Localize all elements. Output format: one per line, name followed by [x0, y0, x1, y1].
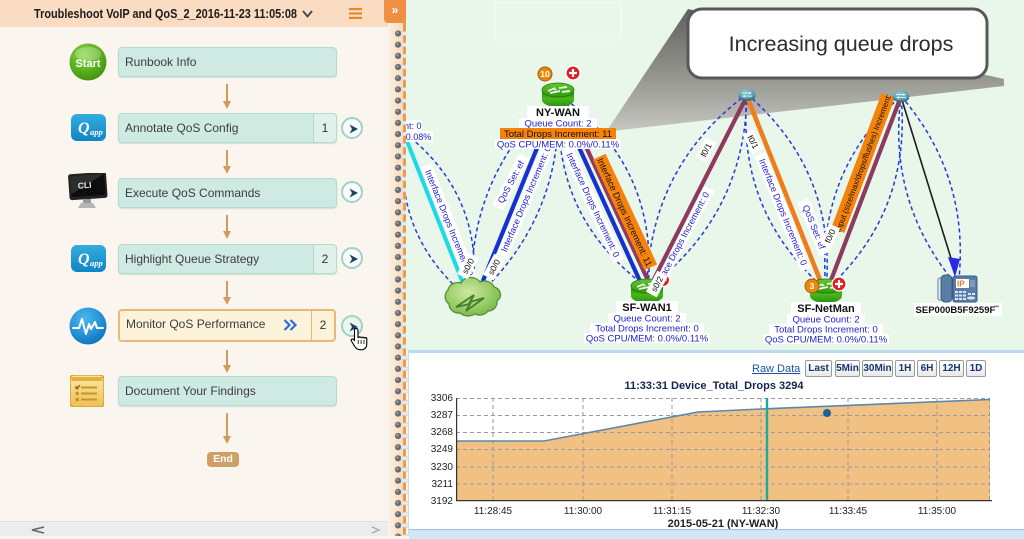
svg-text:SF-NetMan: SF-NetMan	[797, 303, 855, 315]
svg-text:QoS CPU/MEM: 0.0%/0.11%: QoS CPU/MEM: 0.0%/0.11%	[586, 334, 709, 345]
svg-text:IP: IP	[957, 280, 965, 289]
svg-text:Queue Count: 2: Queue Count: 2	[613, 314, 680, 325]
svg-text:app: app	[90, 258, 103, 268]
svg-text:Total Drops Increment: 11: Total Drops Increment: 11	[504, 129, 612, 140]
svg-text:Input (size/max/drops/flushes): Input (size/max/drops/flushes) Increment…	[834, 93, 894, 234]
svg-text:10: 10	[540, 69, 550, 79]
svg-text:3: 3	[810, 281, 815, 291]
svg-text:Start: Start	[75, 58, 100, 70]
svg-text:Q: Q	[78, 120, 90, 137]
svg-text:CLI: CLI	[77, 180, 91, 191]
svg-text:QoS CPU/MEM: 0.0%/0.11%: QoS CPU/MEM: 0.0%/0.11%	[765, 335, 888, 346]
svg-text:NY-WAN: NY-WAN	[536, 107, 580, 119]
svg-text:Queue Count: 2: Queue Count: 2	[524, 119, 591, 130]
svg-text:Queue Count: 2: Queue Count: 2	[792, 315, 859, 326]
svg-text:Increasing queue drops: Increasing queue drops	[729, 32, 954, 56]
svg-text:SF-WAN1: SF-WAN1	[622, 302, 672, 314]
svg-text:Total Drops Increment: 0: Total Drops Increment: 0	[774, 325, 878, 336]
svg-text:nt: 0: nt: 0	[406, 121, 422, 131]
svg-text:Q: Q	[78, 251, 90, 268]
svg-text:'0.08%: '0.08%	[406, 132, 431, 142]
svg-text:SEP000B5F9259F‾: SEP000B5F9259F‾	[916, 305, 1000, 316]
svg-text:Total Drops Increment: 0: Total Drops Increment: 0	[595, 324, 699, 335]
svg-text:QoS CPU/MEM: 0.0%/0.11%: QoS CPU/MEM: 0.0%/0.11%	[497, 140, 620, 151]
svg-text:app: app	[90, 127, 103, 137]
